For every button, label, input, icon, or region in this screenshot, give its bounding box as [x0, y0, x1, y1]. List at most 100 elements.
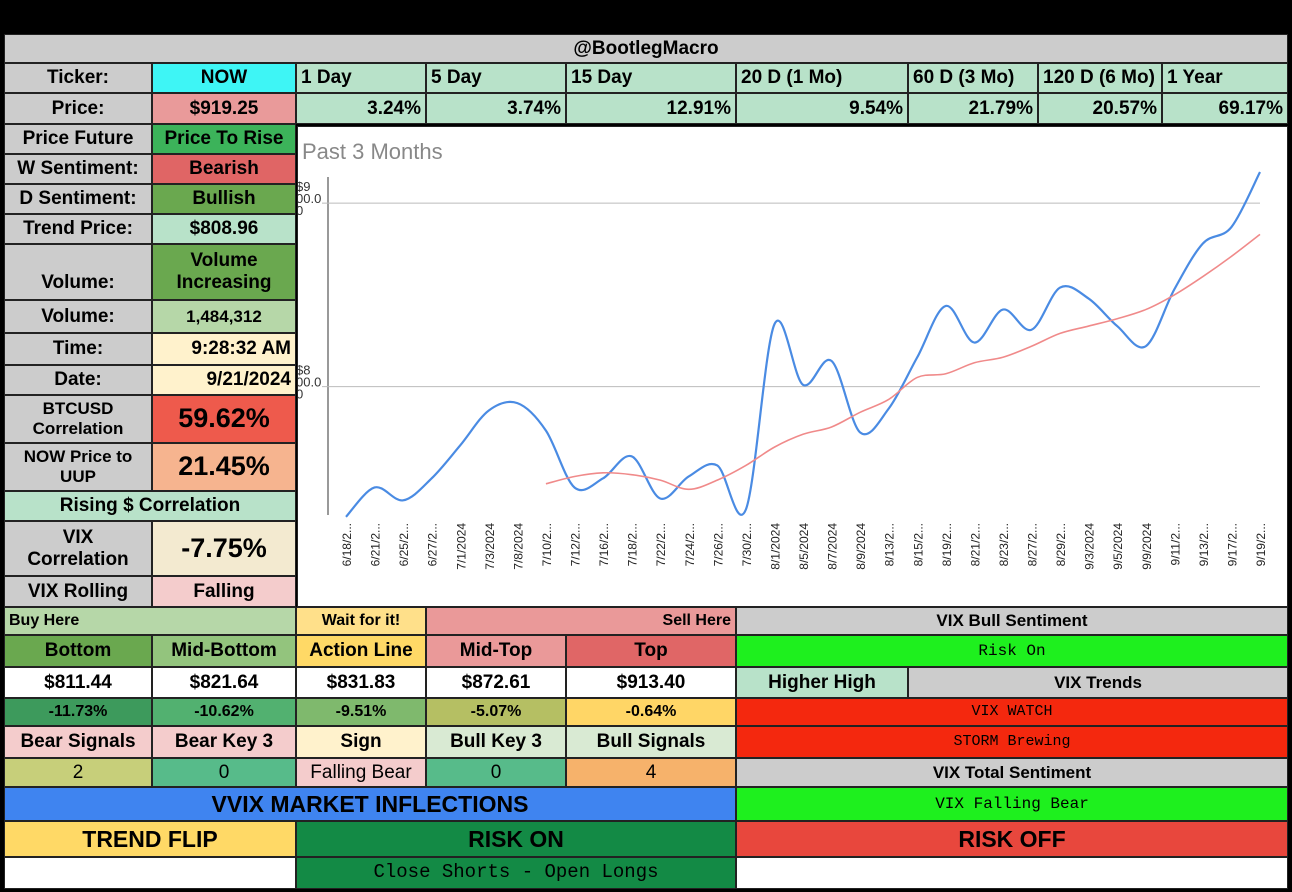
x-tick-label: 7/8/2024 [511, 523, 525, 570]
x-tick-label: 8/23/2... [997, 523, 1011, 566]
x-tick-label: 7/18/2... [626, 523, 640, 566]
w-sentiment-label: W Sentiment: [4, 154, 152, 184]
risk-off-empty [736, 857, 1288, 889]
d-sentiment-label: D Sentiment: [4, 184, 152, 214]
period-change-5d: 3.74% [426, 93, 566, 124]
x-tick-label: 7/12/2... [569, 523, 583, 566]
period-label-1y: 1 Year [1162, 63, 1288, 93]
signal-value-bear-key: 0 [152, 758, 296, 787]
period-label-5d: 5 Day [426, 63, 566, 93]
price-chart-svg: Past 3 Months $9 00.0 0 $8 00.0 0 6/18/2... 6/2… [298, 139, 1268, 570]
risk-on-banner: RISK ON [296, 821, 736, 857]
x-tick-label: 6/25/2... [397, 523, 411, 566]
x-tick-label: 8/5/2024 [797, 523, 811, 570]
trend-price-value: $808.96 [152, 214, 296, 244]
period-change-120d: 20.57% [1038, 93, 1162, 124]
trend-flip-empty [4, 857, 296, 889]
wait-label: Wait for it! [296, 607, 426, 635]
trend-price-label: Trend Price: [4, 214, 152, 244]
x-tick-label: 9/17/2... [1225, 523, 1239, 566]
period-change-20d: 9.54% [736, 93, 908, 124]
volume-label: Volume: [4, 300, 152, 333]
x-tick-label: 6/27/2... [426, 523, 440, 566]
chart-title: Past 3 Months [302, 139, 443, 164]
header-title: @BootlegMacro [4, 34, 1288, 63]
rising-corr-label: Rising $ Correlation [4, 491, 296, 521]
vix-total-sentiment-label: VIX Total Sentiment [736, 758, 1288, 787]
w-sentiment-value: Bearish [152, 154, 296, 184]
x-tick-label: 8/7/2024 [826, 523, 840, 570]
price-future-value: Price To Rise [152, 124, 296, 154]
uup-corr-value: 21.45% [152, 443, 296, 491]
level-price-mid-bottom: $821.64 [152, 667, 296, 698]
price-series-line [345, 171, 1261, 518]
level-pct-action-line: -9.51% [296, 698, 426, 726]
y-tick-label: $9 00.0 0 [298, 179, 321, 218]
date-label: Date: [4, 365, 152, 395]
level-pct-bottom: -11.73% [4, 698, 152, 726]
risk-off-banner: RISK OFF [736, 821, 1288, 857]
period-label-60d: 60 D (3 Mo) [908, 63, 1038, 93]
level-pct-top: -0.64% [566, 698, 736, 726]
level-price-bottom: $811.44 [4, 667, 152, 698]
period-change-15d: 12.91% [566, 93, 736, 124]
x-tick-label: 7/3/2024 [483, 523, 497, 570]
price-label: Price: [4, 93, 152, 124]
vix-risk-on: Risk On [736, 635, 1288, 667]
vix-rolling-label: VIX Rolling [4, 576, 152, 607]
signal-header-sign: Sign [296, 726, 426, 758]
signal-value-bull-key: 0 [426, 758, 566, 787]
vix-higher-high: Higher High [736, 667, 908, 698]
vix-rolling-value: Falling [152, 576, 296, 607]
x-tick-label: 9/13/2... [1197, 523, 1211, 566]
top-bar [0, 0, 1292, 34]
trend-flip: TREND FLIP [4, 821, 296, 857]
vix-corr-label: VIX Correlation [4, 521, 152, 576]
signal-value-sign: Falling Bear [296, 758, 426, 787]
x-tick-label: 9/9/2024 [1140, 523, 1154, 570]
x-tick-label: 8/29/2... [1054, 523, 1068, 566]
close-shorts-banner: Close Shorts - Open Longs [296, 857, 736, 889]
period-label-1d: 1 Day [296, 63, 426, 93]
level-price-action-line: $831.83 [296, 667, 426, 698]
signal-header-bear-signals: Bear Signals [4, 726, 152, 758]
uup-corr-label: NOW Price to UUP [4, 443, 152, 491]
signal-value-bear-signals: 2 [4, 758, 152, 787]
period-label-15d: 15 Day [566, 63, 736, 93]
vvix-title: VVIX MARKET INFLECTIONS [4, 787, 736, 821]
level-pct-mid-top: -5.07% [426, 698, 566, 726]
time-value: 9:28:32 AM [152, 333, 296, 365]
x-tick-label: 7/16/2... [597, 523, 611, 566]
x-tick-label: 9/3/2024 [1083, 523, 1097, 570]
price-future-label: Price Future [4, 124, 152, 154]
vix-falling-bear: VIX Falling Bear [736, 787, 1288, 821]
x-tick-label: 8/9/2024 [854, 523, 868, 570]
level-pct-mid-bottom: -10.62% [152, 698, 296, 726]
level-header-bottom: Bottom [4, 635, 152, 667]
x-tick-label: 7/1/2024 [454, 523, 468, 570]
date-value: 9/21/2024 [152, 365, 296, 395]
x-tick-label: 7/26/2... [711, 523, 725, 566]
x-tick-label: 6/18/2... [340, 523, 354, 566]
price-value: $919.25 [152, 93, 296, 124]
vix-watch: VIX WATCH [736, 698, 1288, 726]
btc-corr-value: 59.62% [152, 395, 296, 443]
time-label: Time: [4, 333, 152, 365]
x-tick-label: 8/1/2024 [768, 523, 782, 570]
price-chart: Past 3 Months $9 00.0 0 $8 00.0 0 6/18/2... 6/2… [297, 126, 1288, 607]
vix-storm: STORM Brewing [736, 726, 1288, 758]
level-price-top: $913.40 [566, 667, 736, 698]
level-header-mid-top: Mid-Top [426, 635, 566, 667]
x-tick-label: 8/27/2... [1026, 523, 1040, 566]
x-tick-label: 9/5/2024 [1111, 523, 1125, 570]
vix-bull-sentiment-label: VIX Bull Sentiment [736, 607, 1288, 635]
x-tick-label: 7/22/2... [654, 523, 668, 566]
level-header-mid-bottom: Mid-Bottom [152, 635, 296, 667]
vix-corr-value: -7.75% [152, 521, 296, 576]
volume-trend-label: Volume: [4, 244, 152, 300]
x-tick-label: 7/24/2... [683, 523, 697, 566]
period-change-60d: 21.79% [908, 93, 1038, 124]
x-tick-label: 9/11/2... [1168, 523, 1182, 565]
signal-header-bull-key: Bull Key 3 [426, 726, 566, 758]
volume-value: 1,484,312 [152, 300, 296, 333]
